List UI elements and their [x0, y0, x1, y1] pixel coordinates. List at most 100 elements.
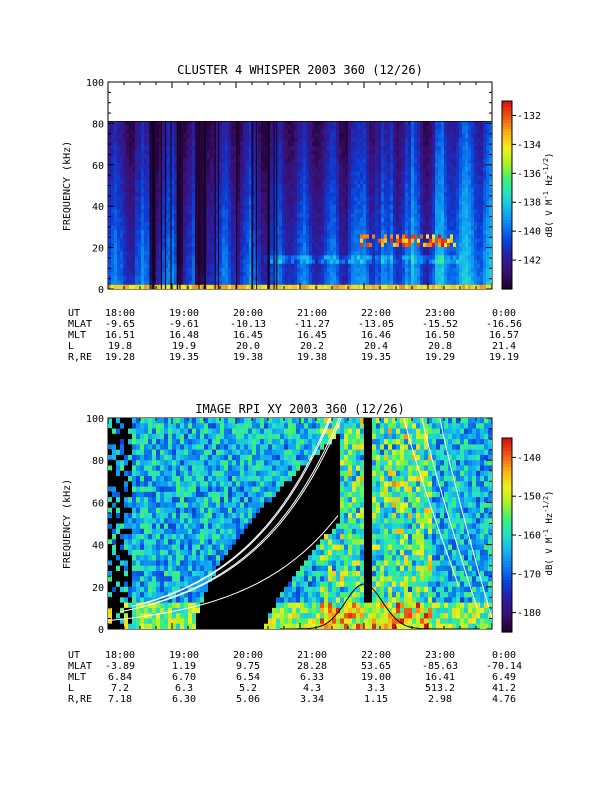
spectrogram-cell — [303, 230, 307, 235]
spectrogram-cell — [369, 171, 373, 177]
spectrogram-cell — [336, 146, 340, 151]
spectrogram-cell — [216, 213, 220, 219]
spectrogram-cell — [279, 188, 283, 193]
spectrogram-cell — [219, 284, 223, 289]
spectrogram-cell — [144, 280, 148, 286]
spectrogram-cell — [225, 226, 229, 231]
spectrogram-cell — [366, 234, 370, 240]
spectrogram-cell — [162, 247, 166, 252]
spectrogram-cell — [144, 234, 148, 240]
spectrogram-cell — [402, 234, 406, 240]
spectrogram-cell — [351, 175, 355, 181]
spectrogram-cell — [117, 284, 121, 289]
spectrogram-cell — [306, 242, 310, 248]
spectrogram-cell — [126, 129, 130, 135]
spectrogram-cell — [393, 259, 397, 265]
spectrogram-cell — [312, 217, 316, 223]
spectrogram-cell — [171, 238, 175, 244]
spectrogram-cell — [114, 217, 118, 223]
spectrogram-cell — [273, 121, 277, 126]
spectrogram-cell — [432, 268, 436, 273]
spectrogram-cell — [144, 150, 148, 156]
spectrogram-cell — [375, 184, 379, 189]
spectrogram-cell — [129, 213, 133, 219]
spectrogram-cell — [231, 280, 235, 286]
spectrogram-cell — [180, 121, 184, 126]
spectrogram-cell — [252, 205, 256, 210]
spectrogram-cell — [225, 196, 229, 202]
spectrogram-cell — [159, 200, 163, 206]
spectrogram-cell — [291, 196, 295, 202]
spectrogram-cell — [462, 268, 466, 273]
spectrogram-cell — [171, 154, 175, 160]
spectrogram-cell — [369, 226, 373, 231]
spectrogram-cell — [348, 175, 352, 181]
spectrogram-cell — [450, 188, 454, 193]
spectrogram-cell — [129, 209, 133, 214]
spectrogram-cell — [180, 230, 184, 235]
spectrogram-cell — [324, 125, 328, 130]
spectrogram-cell — [201, 238, 205, 244]
spectrogram-cell — [303, 251, 307, 256]
spectrogram-cell — [216, 205, 220, 210]
spectrogram-cell — [198, 209, 202, 214]
spectrogram-cell — [360, 268, 364, 273]
spectrogram-cell — [408, 121, 412, 126]
spectrogram-cell — [216, 146, 220, 151]
spectrogram-cell — [291, 125, 295, 130]
spectrogram-cell — [135, 196, 139, 202]
spectrogram-cell — [447, 121, 451, 126]
spectrogram-cell — [192, 251, 196, 256]
spectrogram-cell — [411, 158, 415, 164]
spectrogram-cell — [153, 142, 157, 147]
spectrogram-cell — [219, 242, 223, 248]
spectrogram-cell — [234, 163, 238, 168]
spectrogram-cell — [168, 230, 172, 235]
spectrogram-cell — [477, 263, 481, 269]
spectrogram-cell — [153, 196, 157, 202]
spectrogram-cell — [144, 226, 148, 231]
spectrogram-cell — [228, 142, 232, 147]
spectrogram-cell — [207, 167, 211, 172]
spectrogram-cell — [450, 234, 454, 240]
spectrogram-cell — [282, 230, 286, 235]
spectrogram-cell — [123, 154, 127, 160]
spectrogram-cell — [114, 192, 118, 198]
spectrogram-cell — [456, 192, 460, 198]
spectrogram-cell — [282, 196, 286, 202]
spectrogram-cell — [423, 234, 427, 240]
spectrogram-cell — [222, 142, 226, 147]
spectrogram-cell — [399, 196, 403, 202]
spectrogram-cell — [324, 242, 328, 248]
spectrogram-cell — [162, 171, 166, 177]
spectrogram-cell — [333, 163, 337, 168]
spectrogram-cell — [195, 121, 199, 126]
spectrogram-cell — [180, 137, 184, 143]
spectrogram-cell — [474, 238, 478, 244]
spectrogram-cell — [123, 121, 127, 126]
spectrogram-cell — [438, 251, 442, 256]
spectrogram-cell — [300, 154, 304, 160]
spectrogram-cell — [228, 238, 232, 244]
spectrogram-cell — [198, 284, 202, 289]
spectrogram-cell — [249, 205, 253, 210]
spectrogram-cell — [186, 205, 190, 210]
spectrogram-cell — [309, 272, 313, 277]
spectrogram-cell — [114, 200, 118, 206]
spectrogram-cell — [459, 125, 463, 130]
spectrogram-cell — [315, 158, 319, 164]
spectrogram-cell — [450, 179, 454, 185]
spectrogram-cell — [459, 217, 463, 223]
spectrogram-cell — [237, 188, 241, 193]
spectrogram-cell — [225, 280, 229, 286]
spectrogram-cell — [348, 251, 352, 256]
spectrogram-cell — [186, 268, 190, 273]
spectrogram-cell — [261, 150, 265, 156]
spectrogram-cell — [243, 121, 247, 126]
spectrogram-cell — [285, 259, 289, 265]
spectrogram-cell — [435, 184, 439, 189]
spectrogram-cell — [315, 175, 319, 181]
spectrogram-cell — [348, 150, 352, 156]
spectrogram-cell — [138, 154, 142, 160]
spectrogram-cell — [477, 217, 481, 223]
